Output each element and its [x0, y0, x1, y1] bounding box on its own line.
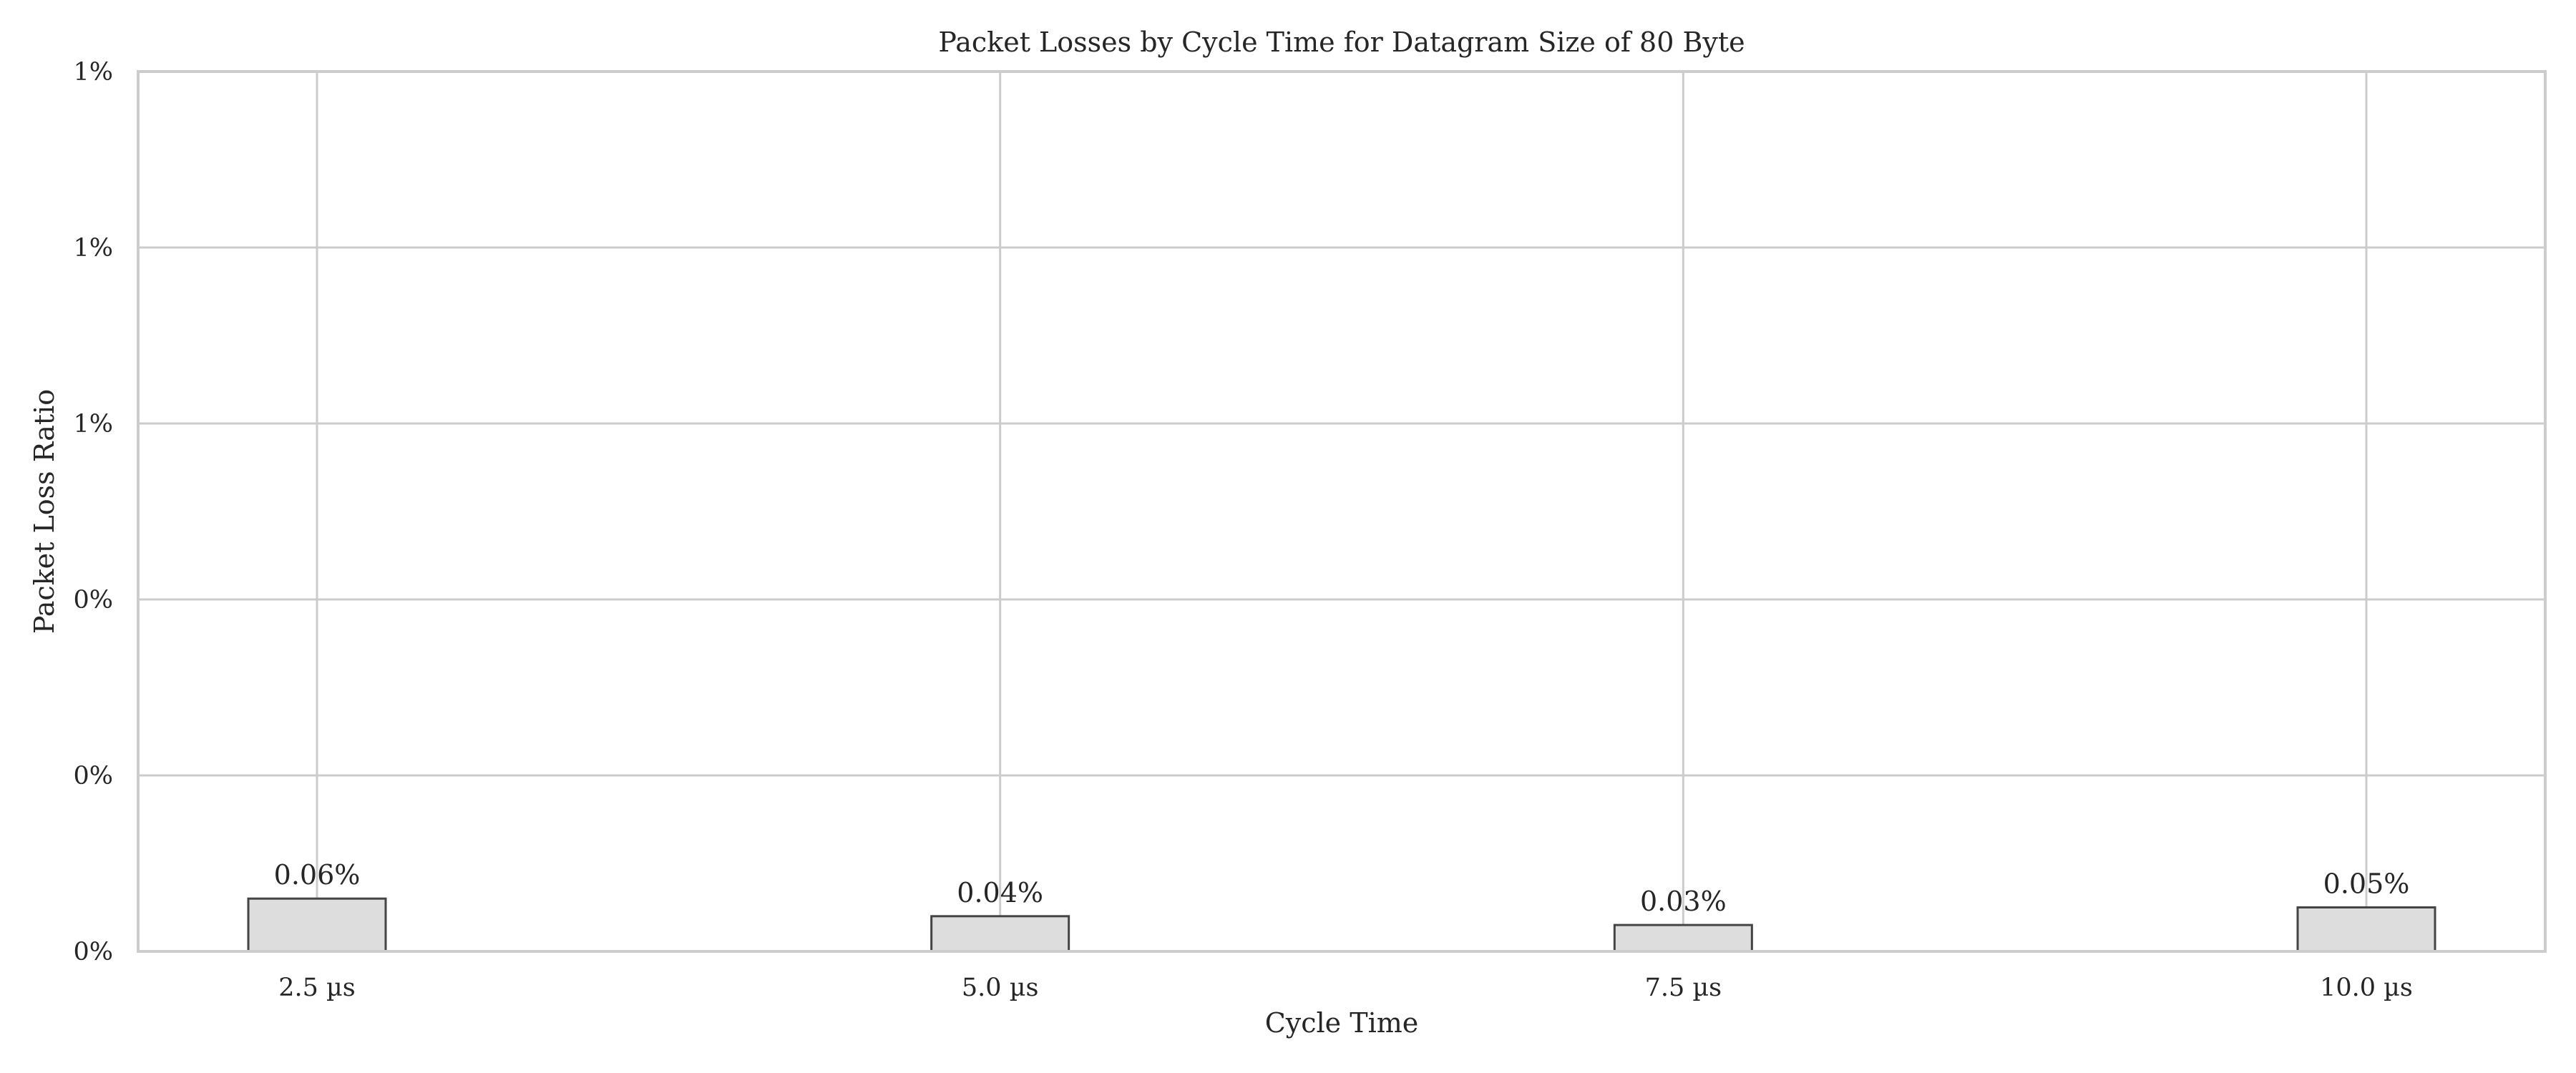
bar-value-label: 0.06%: [274, 859, 361, 891]
y-axis-title: Packet Loss Ratio: [29, 389, 60, 634]
bar: [1613, 923, 1753, 953]
y-tick-label: 0%: [73, 938, 113, 966]
y-tick-label: 1%: [73, 410, 113, 438]
x-axis-title: Cycle Time: [1265, 1007, 1419, 1039]
y-tick-label: 0%: [73, 762, 113, 790]
bar-value-label: 0.05%: [2323, 868, 2410, 900]
y-tick-label: 1%: [73, 234, 113, 263]
x-tick-label: 2.5 µs: [278, 974, 356, 1002]
bar-series: [247, 897, 2436, 953]
y-axis-ticks: 0% 0% 0% 1% 1% 1%: [73, 58, 113, 966]
bar-value-label: 0.04%: [957, 877, 1043, 908]
x-tick-label: 10.0 µs: [2320, 974, 2413, 1002]
bar: [930, 915, 1070, 953]
x-axis-ticks: 2.5 µs 5.0 µs 7.5 µs 10.0 µs: [278, 974, 2413, 1002]
x-tick-label: 7.5 µs: [1645, 974, 1722, 1002]
y-tick-label: 1%: [73, 58, 113, 87]
bar-value-labels: 0.06% 0.04% 0.03% 0.05%: [274, 859, 2410, 917]
bar: [247, 897, 387, 953]
x-tick-label: 5.0 µs: [962, 974, 1039, 1002]
y-tick-label: 0%: [73, 586, 113, 614]
bar: [2296, 906, 2436, 953]
bar-value-label: 0.03%: [1640, 886, 1727, 917]
plot-area-frame: [137, 70, 2547, 953]
chart-title: Packet Losses by Cycle Time for Datagram…: [938, 26, 1745, 58]
